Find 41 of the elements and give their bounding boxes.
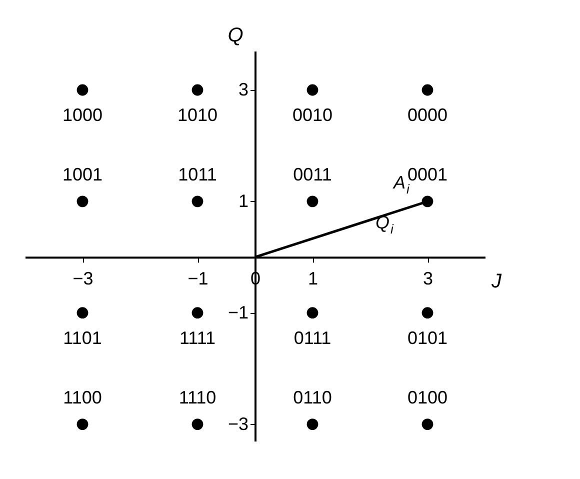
x-tick-label: 3 [422, 268, 434, 289]
annotation: 0111 [294, 328, 332, 348]
point [192, 418, 204, 430]
point [422, 307, 434, 319]
annotation: 0001 [407, 164, 448, 184]
y-tick-label: 3 [238, 80, 248, 100]
y-tick-label: −3 [228, 414, 248, 434]
annotation: 0110 [293, 387, 332, 408]
point [306, 84, 318, 96]
point [192, 84, 204, 96]
point [76, 84, 88, 96]
annotation: 0101 [407, 328, 448, 348]
point [306, 307, 318, 319]
point [422, 418, 434, 430]
annotation: 0000 [407, 105, 448, 125]
point [306, 418, 318, 430]
point [76, 418, 88, 430]
point [192, 307, 204, 319]
annotation: 1010 [177, 105, 218, 125]
x-tick-label: −1 [188, 268, 208, 289]
y-tick-label: −1 [228, 302, 248, 322]
annotation: 1100 [63, 387, 102, 408]
point [422, 84, 434, 96]
annotation: 1000 [62, 105, 103, 125]
annotation: 1001 [62, 164, 103, 184]
annotation: 1101 [63, 328, 102, 348]
annotation: 0100 [407, 387, 448, 408]
annotation: 1011 [178, 164, 217, 184]
point [76, 307, 88, 319]
annotation: 0011 [293, 164, 332, 184]
x-tick-label: −3 [72, 268, 94, 289]
y-axis-title: Q [228, 24, 244, 46]
annotation: 1111 [179, 328, 216, 348]
annotation: 0010 [292, 105, 333, 125]
x-axis-title: J [490, 270, 502, 293]
y-tick-label: 1 [238, 190, 248, 211]
x-tick-label: 1 [308, 268, 318, 289]
annotation: 1110 [178, 387, 216, 408]
point [306, 196, 318, 208]
point [192, 196, 204, 208]
point [76, 196, 88, 208]
